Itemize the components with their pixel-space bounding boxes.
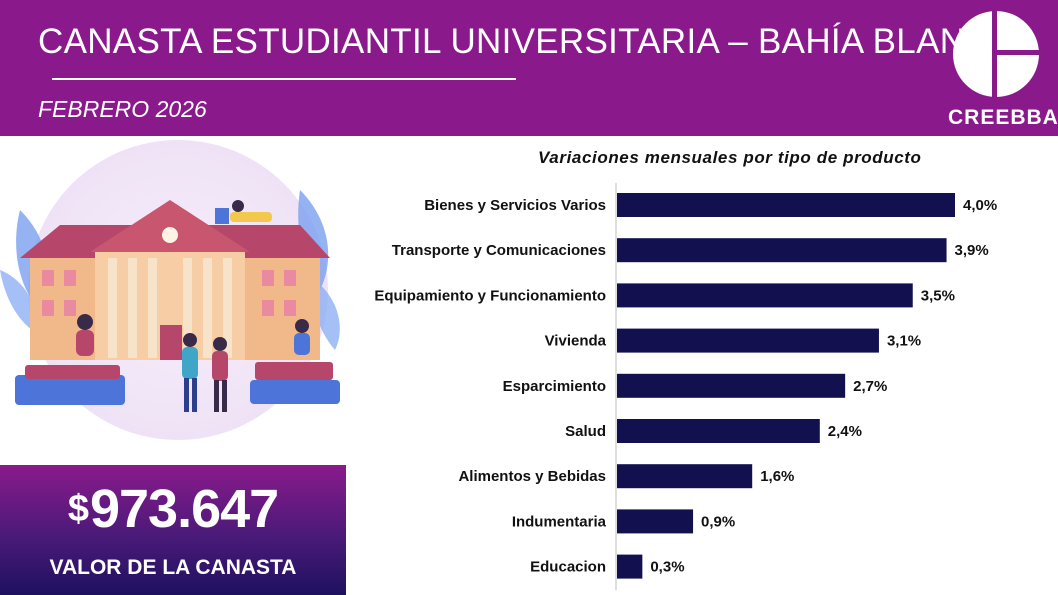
currency-symbol: $ xyxy=(67,488,89,530)
value-label-7: 0,9% xyxy=(701,513,735,530)
category-label-4: Esparcimiento xyxy=(503,378,606,395)
bar-0 xyxy=(617,193,955,217)
bar-7 xyxy=(617,509,694,534)
bar-5 xyxy=(617,419,820,443)
value-label-3: 3,1% xyxy=(887,333,921,350)
basket-value-box xyxy=(0,465,346,595)
page-subtitle: FEBRERO 2026 xyxy=(38,96,207,122)
category-label-1: Transporte y Comunicaciones xyxy=(392,242,606,259)
logo-text: CREEBBA xyxy=(948,106,1058,129)
value-label-4: 2,7% xyxy=(853,378,887,395)
category-label-5: Salud xyxy=(565,423,606,440)
header-banner xyxy=(0,0,1058,136)
bar-4 xyxy=(617,373,846,398)
university-students-illustration xyxy=(0,140,340,440)
category-label-7: Indumentaria xyxy=(512,513,607,530)
category-label-8: Educacion xyxy=(530,559,606,576)
value-label-2: 3,5% xyxy=(921,287,955,304)
basket-value-amount: $973.647 xyxy=(0,478,346,540)
bar-6 xyxy=(617,464,753,489)
category-label-3: Vivienda xyxy=(545,333,607,350)
category-label-2: Equipamiento y Funcionamiento xyxy=(374,287,606,304)
category-label-6: Alimentos y Bebidas xyxy=(458,468,606,485)
category-label-0: Bienes y Servicios Varios xyxy=(424,197,606,214)
value-label-1: 3,9% xyxy=(955,242,989,259)
bar-2 xyxy=(617,283,913,308)
bar-1 xyxy=(617,238,947,263)
creebba-logo-icon xyxy=(953,10,1040,98)
value-label-5: 2,4% xyxy=(828,423,862,440)
page-title: CANASTA ESTUDIANTIL UNIVERSITARIA – BAHÍ… xyxy=(38,22,1015,61)
bar-3 xyxy=(617,328,879,353)
basket-value-label: VALOR DE LA CANASTA xyxy=(49,556,297,579)
chart-title: Variaciones mensuales por tipo de produc… xyxy=(538,148,922,167)
value-label-6: 1,6% xyxy=(760,468,794,485)
bar-8 xyxy=(617,554,643,579)
value-label-0: 4,0% xyxy=(963,197,997,214)
basket-amount: 973.647 xyxy=(89,479,279,539)
bar-chart: Bienes y Servicios Varios 4,0% Transporte … xyxy=(374,183,997,590)
title-underline xyxy=(52,78,516,80)
value-label-8: 0,3% xyxy=(650,559,684,576)
